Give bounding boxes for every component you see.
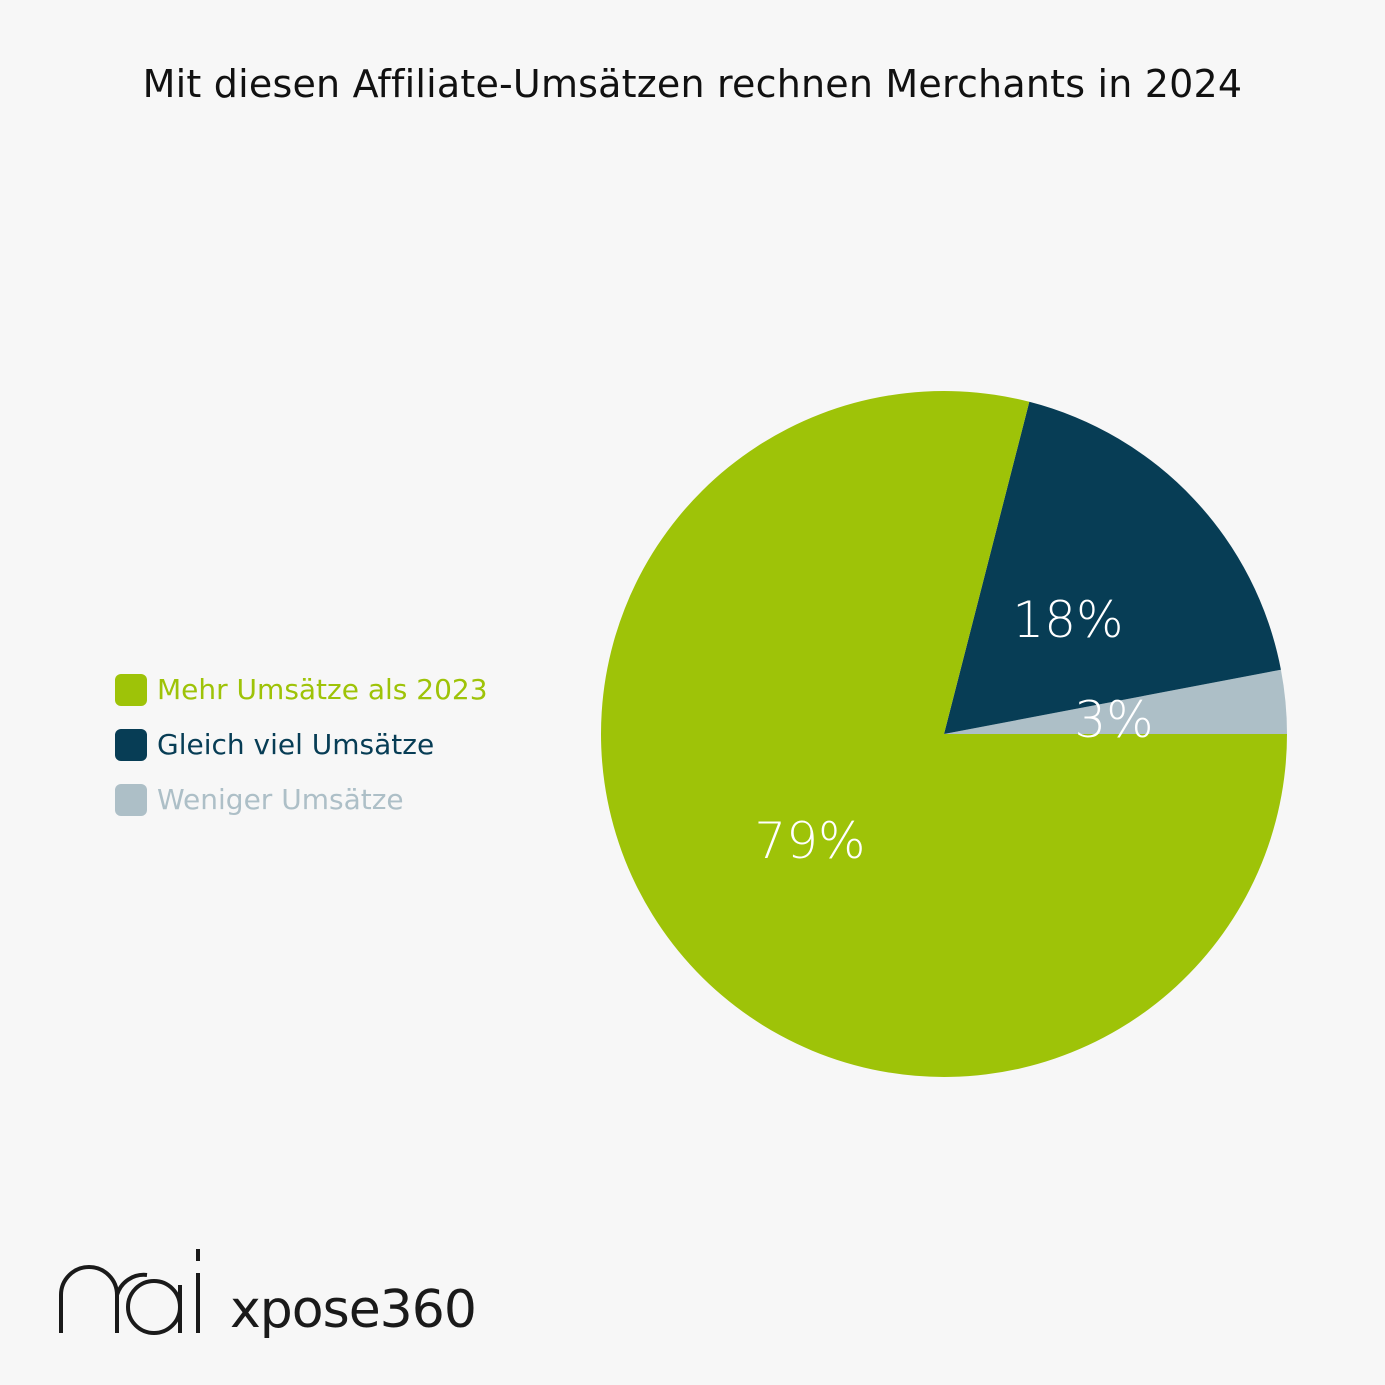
- pie-slice-gleich: [944, 401, 1281, 734]
- pie-slice-mehr: [601, 391, 1287, 1077]
- legend-item-weniger: Weniger Umsätze: [115, 772, 488, 827]
- xpose360-logo-text: xpose360: [230, 1280, 477, 1340]
- legend-item-mehr: Mehr Umsätze als 2023: [115, 662, 488, 717]
- slice-label-mehr: 79%: [754, 812, 865, 870]
- slice-label-weniger: 3%: [1074, 691, 1153, 749]
- pie-slice-weniger: [944, 669, 1287, 734]
- chart-title: Mit diesen Affiliate-Umsätzen rechnen Me…: [142, 62, 1243, 106]
- legend-label-gleich: Gleich viel Umsätze: [157, 728, 435, 761]
- legend-swatch-weniger: [115, 783, 147, 816]
- legend-swatch-mehr: [115, 673, 147, 706]
- chart-legend: Mehr Umsätze als 2023 Gleich viel Umsätz…: [115, 662, 488, 827]
- legend-label-weniger: Weniger Umsätze: [157, 783, 404, 816]
- legend-label-mehr: Mehr Umsätze als 2023: [157, 673, 488, 706]
- mai-logo-icon: [59, 1249, 200, 1335]
- legend-swatch-gleich: [115, 728, 147, 761]
- slice-label-gleich: 18%: [1012, 591, 1123, 649]
- legend-item-gleich: Gleich viel Umsätze: [115, 717, 488, 772]
